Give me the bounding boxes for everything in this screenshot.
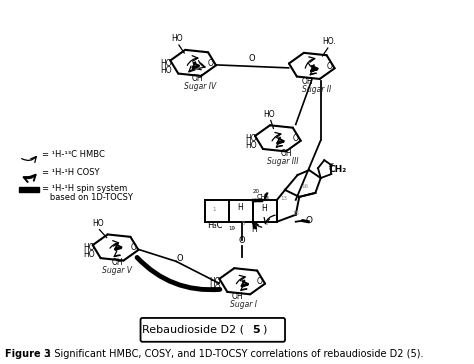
Text: O: O xyxy=(306,216,312,225)
Text: HO: HO xyxy=(92,219,103,228)
Text: HO: HO xyxy=(210,277,221,286)
Text: O: O xyxy=(130,244,137,253)
Text: HO: HO xyxy=(246,141,257,150)
Text: CH₂: CH₂ xyxy=(329,165,347,174)
Text: Figure 3: Figure 3 xyxy=(5,349,51,359)
Text: 15: 15 xyxy=(292,211,299,216)
Text: HO: HO xyxy=(263,110,275,119)
Text: 20: 20 xyxy=(253,189,260,194)
Text: ): ) xyxy=(262,325,267,335)
Text: HO: HO xyxy=(161,66,172,75)
Text: O: O xyxy=(293,134,299,143)
Text: H: H xyxy=(262,204,267,213)
Text: Rebaudioside D2 (: Rebaudioside D2 ( xyxy=(142,325,244,335)
Text: OH: OH xyxy=(111,258,123,268)
Text: = ¹H-¹H spin system: = ¹H-¹H spin system xyxy=(42,185,128,193)
Text: 16: 16 xyxy=(301,184,308,189)
Text: 5: 5 xyxy=(241,221,245,226)
Text: OH: OH xyxy=(281,149,292,158)
Text: : Significant HMBC, COSY, and 1D-TOCSY correlations of rebaudioside D2 (5).: : Significant HMBC, COSY, and 1D-TOCSY c… xyxy=(48,349,423,359)
Text: OH: OH xyxy=(192,74,203,83)
Text: Sugar V: Sugar V xyxy=(102,266,132,275)
Bar xyxy=(19,187,39,192)
Text: Sugar IV: Sugar IV xyxy=(184,82,217,91)
Text: O: O xyxy=(176,254,183,264)
Text: O: O xyxy=(239,236,246,245)
Text: H₃C: H₃C xyxy=(207,221,223,230)
Text: HO: HO xyxy=(246,134,257,143)
Text: O: O xyxy=(249,54,255,63)
Text: = ¹H-¹H COSY: = ¹H-¹H COSY xyxy=(42,167,100,177)
Text: = ¹H-¹³C HMBC: = ¹H-¹³C HMBC xyxy=(42,150,105,159)
Text: Sugar I: Sugar I xyxy=(230,300,257,309)
Text: 5: 5 xyxy=(252,325,259,335)
Text: Sugar II: Sugar II xyxy=(301,85,331,94)
Text: H: H xyxy=(251,225,257,234)
Text: OH: OH xyxy=(301,77,313,86)
Text: HO: HO xyxy=(83,250,95,260)
Text: H: H xyxy=(237,203,243,212)
Text: 19: 19 xyxy=(229,226,236,231)
Text: 17: 17 xyxy=(327,163,334,168)
Text: 1: 1 xyxy=(213,207,216,212)
Text: HO: HO xyxy=(210,284,221,293)
Text: 8: 8 xyxy=(264,221,268,226)
Text: based on 1D-TOCSY: based on 1D-TOCSY xyxy=(42,193,133,202)
Text: HO.: HO. xyxy=(323,37,337,46)
Text: CH₃: CH₃ xyxy=(256,194,269,200)
Text: O: O xyxy=(327,62,333,71)
Text: OH: OH xyxy=(232,292,244,301)
Text: HO: HO xyxy=(171,34,183,43)
Text: 13: 13 xyxy=(281,196,288,201)
Text: O: O xyxy=(208,59,214,68)
Text: O: O xyxy=(257,277,263,286)
Text: Sugar III: Sugar III xyxy=(266,157,298,166)
Text: HO: HO xyxy=(83,244,95,253)
FancyBboxPatch shape xyxy=(140,318,285,342)
Text: HO: HO xyxy=(161,59,172,68)
